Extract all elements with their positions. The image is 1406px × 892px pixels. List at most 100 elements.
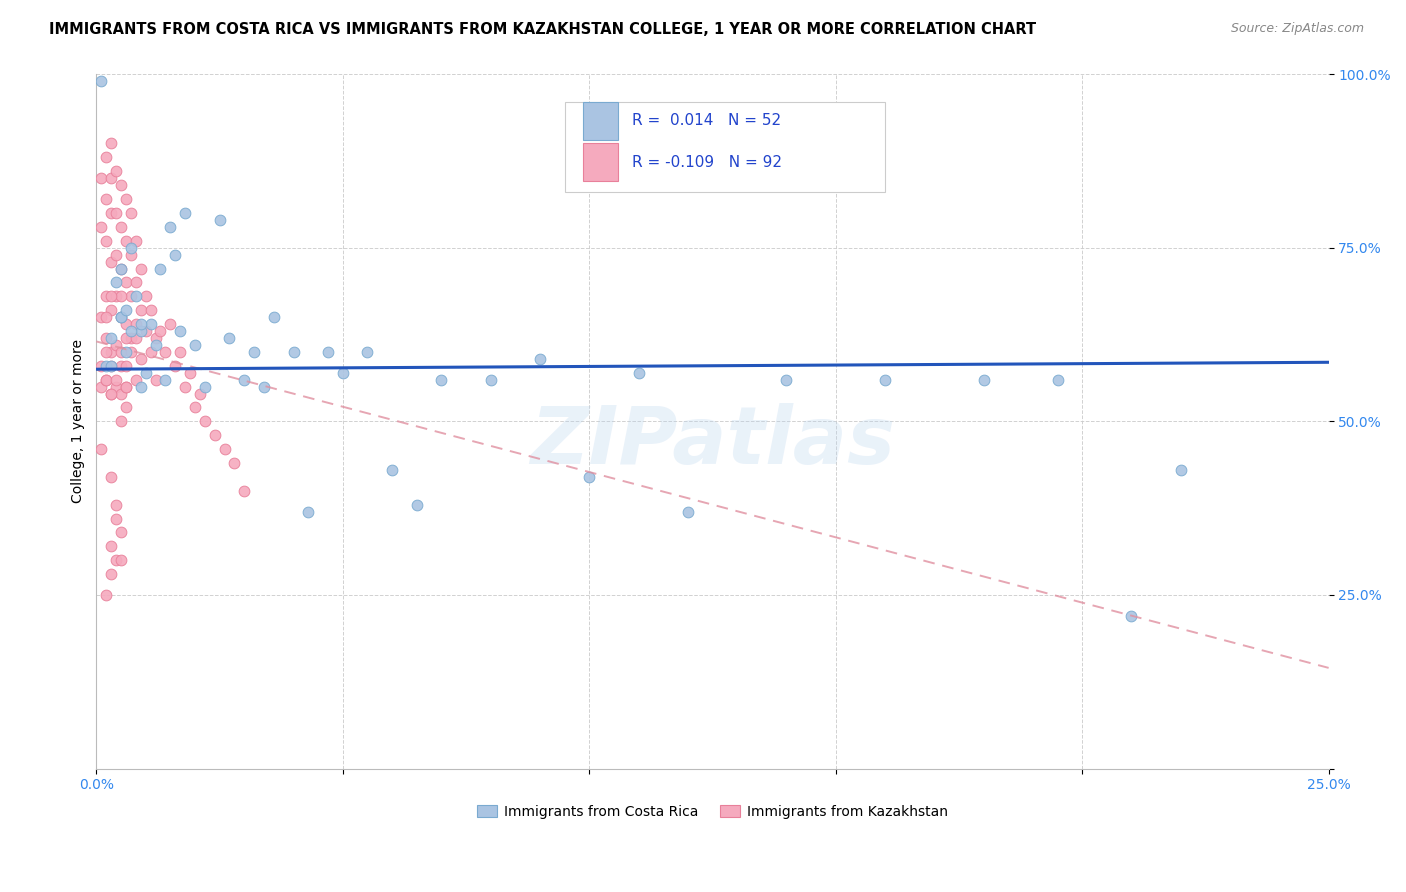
Legend: Immigrants from Costa Rica, Immigrants from Kazakhstan: Immigrants from Costa Rica, Immigrants f…	[471, 799, 953, 824]
Point	[204, 428, 226, 442]
Point	[120, 206, 142, 220]
Point	[100, 359, 122, 373]
Point	[100, 303, 122, 318]
Point	[105, 511, 128, 525]
Point	[120, 344, 142, 359]
Point	[129, 303, 152, 318]
Point	[139, 344, 162, 359]
Point	[1121, 608, 1143, 623]
Point	[105, 338, 128, 352]
Point	[115, 234, 138, 248]
Point	[430, 373, 453, 387]
Point	[105, 276, 128, 290]
Point	[174, 206, 197, 220]
Point	[100, 289, 122, 303]
Point	[233, 483, 256, 498]
Text: ZIPatlas: ZIPatlas	[530, 403, 896, 481]
Point	[125, 331, 148, 345]
Point	[96, 344, 118, 359]
Point	[100, 359, 122, 373]
Point	[96, 373, 118, 387]
Point	[129, 317, 152, 331]
Point	[129, 261, 152, 276]
Point	[105, 379, 128, 393]
Point	[110, 310, 132, 325]
Point	[110, 261, 132, 276]
Point	[243, 344, 266, 359]
Point	[90, 219, 112, 234]
Point	[100, 344, 122, 359]
Text: Source: ZipAtlas.com: Source: ZipAtlas.com	[1230, 22, 1364, 36]
Point	[627, 366, 650, 380]
Point	[105, 373, 128, 387]
Point	[253, 379, 276, 393]
Point	[129, 379, 152, 393]
Point	[90, 359, 112, 373]
Point	[115, 317, 138, 331]
Point	[149, 324, 172, 338]
Point	[100, 136, 122, 151]
Point	[115, 379, 138, 393]
Point	[110, 359, 132, 373]
Point	[125, 317, 148, 331]
Point	[110, 310, 132, 325]
Point	[100, 206, 122, 220]
Point	[110, 344, 132, 359]
Point	[100, 254, 122, 268]
Point	[135, 289, 157, 303]
Point	[100, 331, 122, 345]
Point	[110, 386, 132, 401]
Point	[115, 192, 138, 206]
Point	[110, 289, 132, 303]
Bar	[583, 143, 617, 181]
Point	[96, 588, 118, 602]
Point	[159, 219, 181, 234]
Point	[184, 338, 207, 352]
Point	[155, 373, 177, 387]
Point	[135, 324, 157, 338]
Point	[90, 442, 112, 456]
Point	[145, 331, 167, 345]
Point	[578, 470, 600, 484]
Point	[169, 324, 191, 338]
Text: IMMIGRANTS FROM COSTA RICA VS IMMIGRANTS FROM KAZAKHSTAN COLLEGE, 1 YEAR OR MORE: IMMIGRANTS FROM COSTA RICA VS IMMIGRANTS…	[49, 22, 1036, 37]
Point	[169, 344, 191, 359]
Point	[100, 171, 122, 186]
Point	[125, 289, 148, 303]
Point	[115, 401, 138, 415]
Bar	[583, 102, 617, 140]
Point	[120, 247, 142, 261]
Point	[973, 373, 995, 387]
Point	[188, 386, 211, 401]
Point	[149, 261, 172, 276]
Point	[96, 150, 118, 164]
Point	[105, 498, 128, 512]
Point	[356, 344, 378, 359]
Point	[1046, 373, 1069, 387]
Point	[165, 247, 187, 261]
Point	[125, 373, 148, 387]
Point	[110, 414, 132, 428]
Point	[224, 456, 246, 470]
Point	[100, 567, 122, 582]
Point	[174, 379, 197, 393]
Point	[155, 344, 177, 359]
Point	[90, 379, 112, 393]
Point	[115, 344, 138, 359]
Point	[96, 234, 118, 248]
Point	[115, 379, 138, 393]
Point	[479, 373, 502, 387]
Point	[120, 331, 142, 345]
FancyBboxPatch shape	[565, 102, 884, 192]
Point	[100, 386, 122, 401]
Point	[105, 247, 128, 261]
Point	[110, 261, 132, 276]
Point	[316, 344, 339, 359]
Point	[90, 74, 112, 88]
Point	[105, 289, 128, 303]
Point	[159, 317, 181, 331]
Point	[194, 379, 217, 393]
Point	[139, 317, 162, 331]
Point	[381, 463, 404, 477]
Point	[90, 171, 112, 186]
